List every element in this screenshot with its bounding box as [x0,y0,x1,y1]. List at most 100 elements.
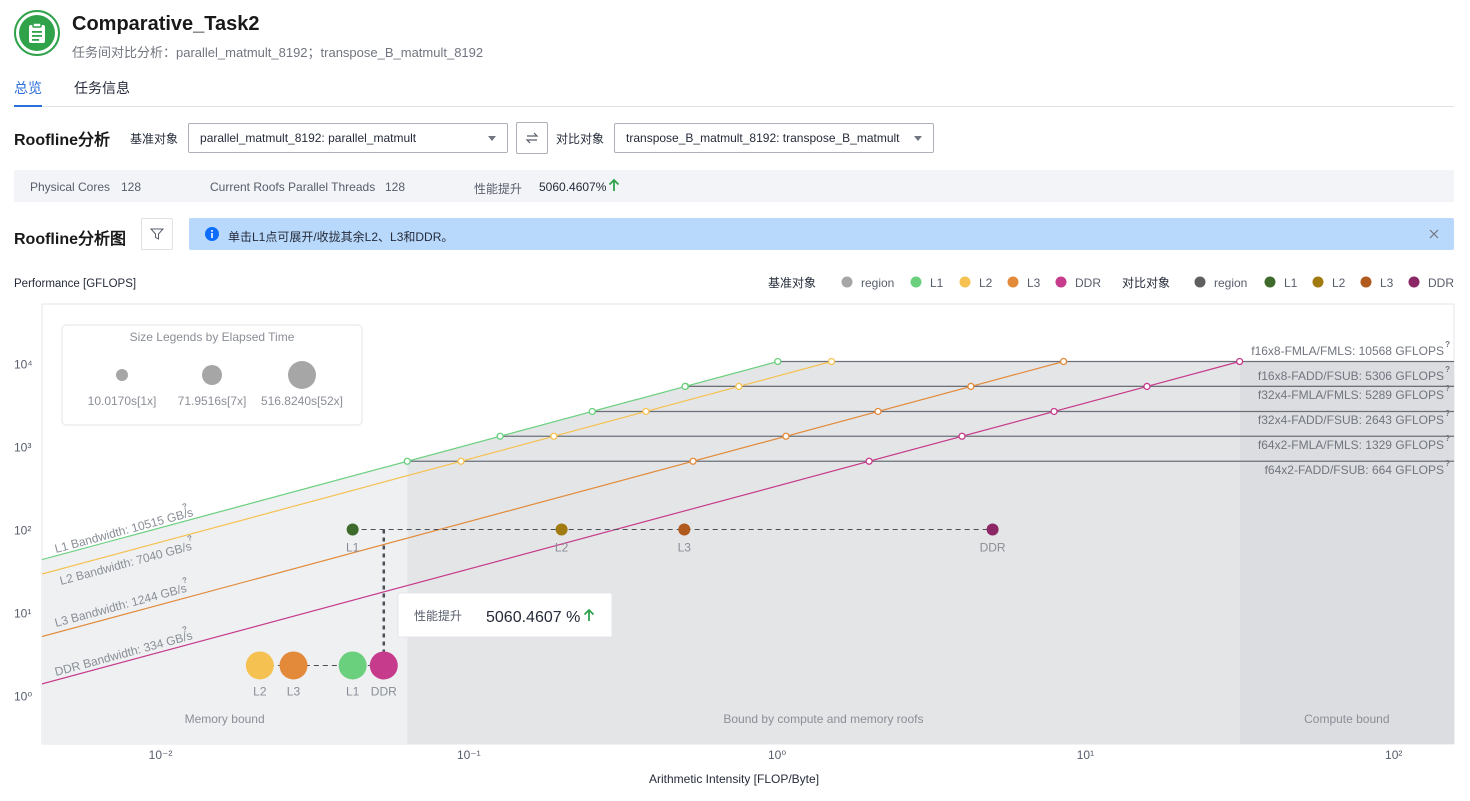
tab-task-info[interactable]: 任务信息 [74,80,130,96]
base-point-l3 [279,651,308,680]
size-legend-label: 10.0170s[1x] [88,394,157,408]
base-object-select[interactable]: parallel_matmult_8192: parallel_matmult [188,123,509,153]
compute-roof-label: f64x2-FADD/FSUB: 664 GFLOPS [1265,463,1444,477]
legend-label-base-region: region [861,276,894,290]
size-legend-dot [288,361,316,389]
base-object-label: 基准对象 [130,131,179,146]
size-legend-label: 516.8240s[52x] [261,394,343,408]
page-subtitle: 任务间对比分析：parallel_matmult_8192；transpose_… [72,45,484,60]
compare-object-value: transpose_B_matmult_8192: transpose_B_ma… [626,131,900,145]
x-tick-label: 10¹ [1077,748,1094,762]
roof-intersection-marker [827,357,836,366]
size-legend-dot [202,365,222,385]
tooltip-value: 5060.4607 % [486,609,580,626]
task-header: Comparative_Task2 任务间对比分析：parallel_matmu… [14,10,483,60]
roof-intersection-marker [1050,407,1058,416]
base-point-label: DDR [371,684,397,698]
region-label: Bound by compute and memory roofs [723,712,923,726]
swap-button[interactable] [516,122,549,154]
legend-label-compare-l1: L1 [1284,276,1298,290]
chevron-down-icon [914,135,923,141]
legend-swatch-base-region [841,276,853,288]
roof-intersection-marker [967,382,975,391]
page-title: Comparative_Task2 [72,13,260,35]
y-tick-label: 10¹ [14,607,31,621]
roof-intersection-marker [588,407,596,416]
roofline-title: Roofline分析 [14,132,110,149]
base-object-value: parallel_matmult_8192: parallel_matmult [200,131,417,145]
help-icon: ? [181,624,188,634]
roof-intersection-marker [642,407,650,416]
mixed-bound-area [407,361,1240,744]
chart-section-title: Roofline分析图 [14,231,126,248]
y-tick-label: 10³ [14,441,31,455]
threads-value: 128 [385,180,406,194]
x-tick-label: 10⁰ [768,748,786,762]
size-legend-title: Size Legends by Elapsed Time [130,330,295,344]
legend-swatch-compare-l1 [1264,276,1276,288]
memory-bound-area [42,461,408,744]
compare-object-select[interactable]: transpose_B_matmult_8192: transpose_B_ma… [614,123,935,153]
help-icon: ? [181,501,188,511]
roof-intersection-marker [1235,357,1244,366]
roofline-chart: Performance [GFLOPS] 基准对象 region L1 L2 L3 DDR… [14,276,1455,786]
tab-bar: 总览 任务信息 [14,78,1454,107]
compare-point-ddr [986,523,999,536]
compare-point-label: L2 [555,541,569,555]
legend-label-base-ddr: DDR [1075,276,1101,290]
base-point-label: L1 [346,684,360,698]
roof-intersection-marker [782,432,790,440]
help-icon: ? [1445,384,1450,393]
legend-label-compare-ddr: DDR [1428,276,1454,290]
alert-text: 单击L1点可展开/收拢其余L2、L3和DDR。 [228,230,454,244]
base-point-l2 [245,651,274,680]
size-legend-label: 71.9516s[7x] [178,394,247,408]
help-icon: ? [1445,434,1450,443]
legend-swatch-base-l1 [910,276,922,288]
compute-bound-area [1239,361,1454,744]
cores-label: Physical Cores [30,180,111,194]
close-icon[interactable] [1428,228,1440,240]
legend-swatch-compare-ddr [1408,276,1420,288]
help-icon: ? [1445,340,1450,349]
roof-intersection-marker [550,432,558,440]
x-tick-label: 10² [1385,748,1402,762]
base-point-label: L3 [287,684,301,698]
roof-intersection-marker [958,432,966,440]
clipboard-icon [19,15,55,51]
bandwidth-line-3 [42,360,1240,685]
legend-swatch-base-l2 [959,276,971,288]
size-legend-dot [116,369,128,381]
compare-point-label: DDR [980,541,1006,555]
roof-intersection-marker [735,382,743,391]
y-tick-label: 10⁴ [14,358,33,372]
chart-ylabel: Performance [GFLOPS] [14,278,136,290]
legend-swatch-base-l3 [1007,276,1019,288]
roof-intersection-marker [496,432,504,440]
filter-button[interactable] [141,218,173,250]
help-icon: ? [1445,459,1450,468]
roof-intersection-marker [1143,382,1151,391]
region-label: Compute bound [1304,712,1389,726]
legend-swatch-compare-region [1194,276,1206,288]
legend-compare-label: 对比对象 [1122,276,1170,290]
threads-label: Current Roofs Parallel Threads [210,180,376,194]
legend-base-label: 基准对象 [768,276,816,290]
roof-intersection-marker [403,457,411,465]
compare-object-label: 对比对象 [556,131,605,146]
legend-label-compare-l3: L3 [1380,276,1394,290]
compute-roof-label: f32x4-FADD/FSUB: 2643 GFLOPS [1258,413,1444,427]
y-tick-label: 10⁰ [14,690,32,704]
help-icon: ? [1445,409,1450,418]
legend-label-base-l2: L2 [979,276,993,290]
improvement-tooltip [397,592,613,638]
compare-point-l1 [346,523,359,536]
x-tick-label: 10⁻² [149,748,173,762]
tooltip-label: 性能提升 [414,608,462,623]
filter-icon [150,228,164,240]
perf-value: 5060.4607% [539,180,607,194]
compare-point-l2 [555,523,568,536]
cores-value: 128 [121,180,142,194]
tab-overview[interactable]: 总览 [14,78,42,107]
base-point-label: L2 [253,684,267,698]
